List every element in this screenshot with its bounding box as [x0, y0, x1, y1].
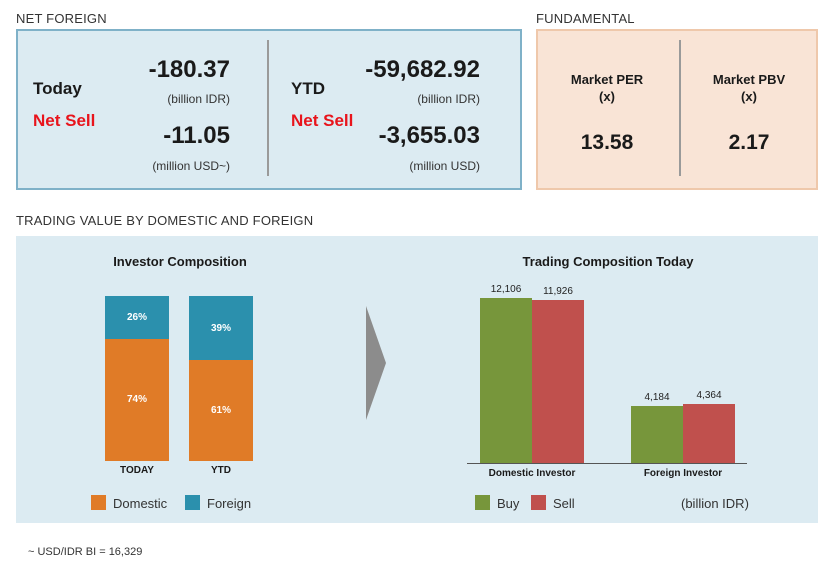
market-per-value: 13.58: [580, 131, 634, 154]
chevron-right-icon: [366, 306, 386, 420]
legend-foreign-swatch: [185, 495, 200, 510]
market-pbv-label: Market PBV: [712, 72, 786, 87]
investor-composition-title: Investor Composition: [113, 254, 247, 269]
today-idr-unit: (billion IDR): [167, 92, 230, 106]
legend-sell-swatch: [531, 495, 546, 510]
legend-buy-swatch: [475, 495, 490, 510]
legend-buy-label: Buy: [497, 496, 520, 511]
legend-domestic-swatch: [91, 495, 106, 510]
unit-note: (billion IDR): [681, 496, 749, 511]
ytd-label: YTD: [291, 79, 325, 98]
legend-domestic-label: Domestic: [113, 496, 168, 511]
net-sell-label-right: Net Sell: [291, 111, 354, 130]
fundamental-title: FUNDAMENTAL: [536, 11, 635, 26]
market-per-label: Market PER: [570, 72, 644, 87]
ytd-usd-unit: (million USD): [409, 159, 480, 173]
fundamental-panel: [536, 29, 818, 190]
net-foreign-panel: [16, 29, 522, 190]
ytd-idr-value: -59,682.92: [365, 56, 480, 83]
legend-foreign-label: Foreign: [207, 496, 252, 511]
today-usd-value: -11.05: [163, 122, 230, 149]
trading-value-title: TRADING VALUE BY DOMESTIC AND FOREIGN: [16, 213, 314, 228]
today-idr-value: -180.37: [148, 56, 230, 83]
market-pbv-value: 2.17: [728, 131, 770, 154]
ytd-usd-value: -3,655.03: [378, 122, 480, 149]
market-pbv-unit: (x): [741, 89, 757, 104]
ytd-idr-unit: (billion IDR): [417, 92, 480, 106]
today-label: Today: [33, 79, 82, 98]
legend-sell-label: Sell: [553, 496, 575, 511]
trading-panel: [16, 236, 818, 523]
net-foreign-title: NET FOREIGN: [16, 11, 107, 26]
usd-idr-footnote: ~ USD/IDR BI = 16,329: [28, 546, 143, 558]
market-per-unit: (x): [599, 89, 615, 104]
net-sell-label-left: Net Sell: [33, 111, 96, 130]
net-foreign-divider: [267, 40, 269, 176]
today-usd-unit: (million USD~): [152, 159, 230, 173]
trading-composition-title: Trading Composition Today: [522, 254, 694, 269]
fundamental-divider: [679, 40, 681, 176]
